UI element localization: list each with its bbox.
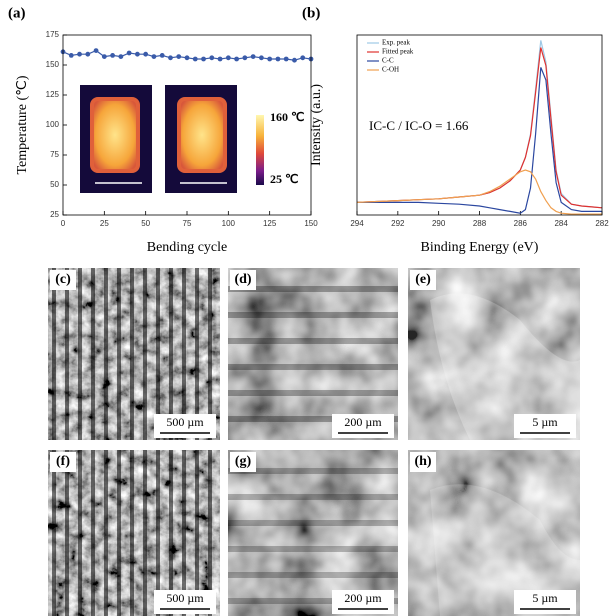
data-point bbox=[292, 57, 297, 63]
panel-label: (a) bbox=[8, 5, 26, 21]
x-tick-label: 25 bbox=[100, 219, 109, 228]
data-point bbox=[209, 55, 215, 61]
sem-image bbox=[48, 268, 580, 616]
thermal-inset: 160 ℃ 25 ℃ bbox=[80, 85, 304, 193]
data-point bbox=[143, 51, 149, 57]
label-box bbox=[410, 452, 436, 472]
data-point bbox=[217, 56, 223, 62]
x-tick-label: 150 bbox=[304, 219, 318, 228]
x-tick-label: 292 bbox=[391, 219, 405, 228]
plot-frame bbox=[62, 34, 312, 216]
label-box bbox=[410, 270, 436, 290]
scale-box bbox=[154, 590, 216, 614]
legend-label: Fitted peak bbox=[382, 48, 414, 56]
data-point bbox=[118, 54, 124, 59]
image-label: (h) bbox=[414, 454, 431, 469]
data-point bbox=[184, 55, 190, 61]
colorbar-min: 25 ℃ bbox=[270, 172, 298, 186]
colorbar bbox=[256, 115, 264, 185]
image-label: (e) bbox=[415, 272, 431, 287]
x-tick-label: 286 bbox=[514, 219, 528, 228]
image-label: (d) bbox=[234, 272, 251, 287]
data-point bbox=[201, 56, 206, 62]
label-box bbox=[50, 452, 76, 472]
data-point bbox=[275, 56, 281, 62]
data-point bbox=[93, 48, 99, 53]
x-axis-label: Bending cycle bbox=[147, 240, 227, 255]
scale-label: 500 µm bbox=[166, 415, 204, 429]
y-tick-label: 75 bbox=[50, 150, 59, 159]
scale-label: 5 µm bbox=[532, 591, 558, 605]
data-point bbox=[151, 54, 157, 59]
scale-label: 500 µm bbox=[166, 591, 204, 605]
series-line bbox=[356, 169, 602, 215]
x-tick-label: 288 bbox=[473, 219, 487, 228]
y-tick-label: 175 bbox=[46, 30, 60, 39]
scale-box bbox=[332, 414, 394, 438]
data-point bbox=[126, 50, 132, 56]
x-tick-label: 125 bbox=[263, 219, 277, 228]
data-point bbox=[101, 54, 107, 59]
scale-box bbox=[514, 414, 576, 438]
data-point bbox=[159, 53, 165, 58]
y-tick-label: 100 bbox=[46, 120, 60, 129]
x-tick-label: 100 bbox=[222, 219, 236, 228]
label-box bbox=[230, 452, 256, 472]
data-point bbox=[135, 51, 140, 57]
data-point bbox=[225, 55, 231, 61]
data-point bbox=[68, 53, 74, 58]
y-axis-label: Intensity (a.u.) bbox=[309, 84, 324, 166]
x-tick-label: 50 bbox=[141, 219, 150, 228]
data-point bbox=[110, 53, 115, 58]
y-tick-label: 50 bbox=[50, 180, 59, 189]
x-tick-label: 75 bbox=[183, 219, 192, 228]
data-point bbox=[242, 55, 248, 61]
data-point bbox=[259, 55, 264, 61]
thermal-sample bbox=[90, 97, 140, 173]
image-label: (f) bbox=[56, 454, 70, 469]
x-tick-label: 294 bbox=[350, 219, 364, 228]
data-point bbox=[300, 55, 306, 61]
legend-label: Exp. peak bbox=[382, 39, 410, 47]
data-point bbox=[192, 56, 198, 62]
panel-label: (b) bbox=[302, 5, 320, 21]
data-point bbox=[168, 55, 173, 61]
data-point bbox=[234, 56, 240, 62]
label-box bbox=[230, 270, 256, 290]
legend-label: C-OH bbox=[382, 66, 399, 74]
scale-box bbox=[514, 590, 576, 614]
scale-box bbox=[154, 414, 216, 438]
plot-frame bbox=[356, 34, 603, 216]
x-tick-label: 290 bbox=[432, 219, 446, 228]
scale-box bbox=[332, 590, 394, 614]
y-tick-label: 150 bbox=[46, 60, 60, 69]
scale-label: 5 µm bbox=[532, 415, 558, 429]
x-axis-label: Binding Energy (eV) bbox=[421, 240, 539, 255]
colorbar-max: 160 ℃ bbox=[270, 110, 304, 124]
x-tick-label: 282 bbox=[595, 219, 609, 228]
scale-label: 200 µm bbox=[344, 415, 382, 429]
data-point bbox=[85, 51, 91, 57]
data-point bbox=[267, 56, 273, 62]
image-labels: (c) 500 µm (d) 200 µm (e) 5 µm (f) 500 µm (g) 200… bbox=[50, 270, 576, 614]
data-point bbox=[250, 54, 256, 59]
image-label: (g) bbox=[235, 454, 252, 469]
y-tick-label: 125 bbox=[46, 90, 60, 99]
thermal-sample bbox=[177, 97, 227, 173]
data-point bbox=[176, 54, 182, 59]
data-point bbox=[77, 51, 82, 57]
scale-label: 200 µm bbox=[344, 591, 382, 605]
y-tick-label: 25 bbox=[50, 210, 59, 219]
series-line bbox=[357, 67, 602, 214]
data-point bbox=[283, 56, 289, 62]
y-axis-label: Temperature (℃) bbox=[15, 75, 30, 174]
image-label: (c) bbox=[55, 272, 71, 287]
x-tick-label: 0 bbox=[61, 219, 66, 228]
x-tick-label: 284 bbox=[554, 219, 568, 228]
legend-label: C-C bbox=[382, 57, 394, 65]
annotation: IC-C / IC-O = 1.66 bbox=[369, 118, 469, 133]
label-box bbox=[50, 270, 76, 290]
